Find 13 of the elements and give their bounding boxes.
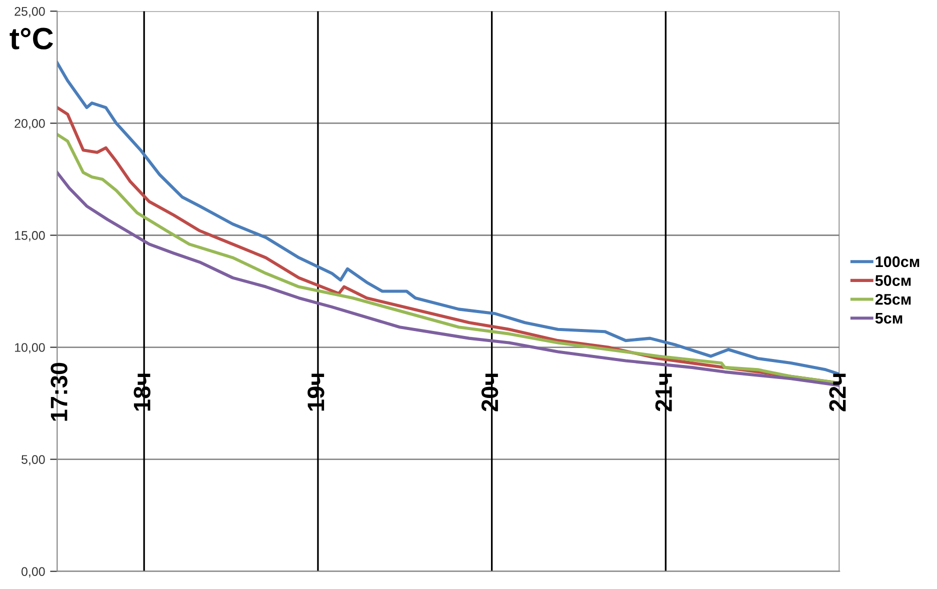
- y-axis-title: t°C: [10, 28, 53, 50]
- y-tick-label: 0,00: [22, 567, 45, 578]
- y-tick-label: 5,00: [22, 455, 45, 466]
- legend-label: 50см: [875, 275, 911, 286]
- legend-label: 100см: [876, 256, 920, 268]
- y-tick-label: 20,00: [14, 119, 45, 130]
- annotation: 17:30: [50, 362, 68, 421]
- y-tick-label: 15,00: [15, 231, 45, 242]
- y-tick-label: 10,00: [15, 343, 45, 354]
- ref-line-label: 22ч: [829, 374, 846, 412]
- legend-label: 25см: [875, 294, 911, 305]
- legend-label: 5см: [875, 312, 902, 324]
- y-tick-label: 25,00: [14, 6, 45, 18]
